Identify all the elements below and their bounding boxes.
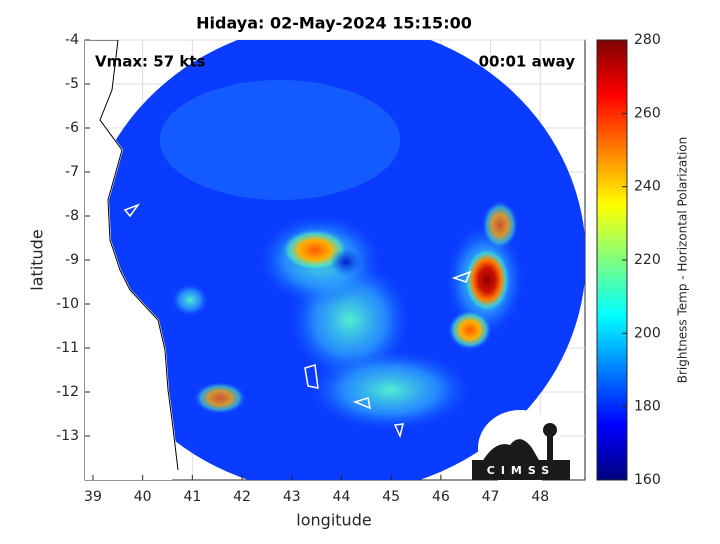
convection [194,382,246,414]
eye [330,248,362,276]
x-tick-label: 39 [84,489,102,505]
islands [123,203,472,439]
colorbar-tick-label: 280 [634,32,661,48]
y-tick-label: -5 [65,76,79,92]
satellite-swath [85,40,585,480]
colorbar-label: Brightness Temp - Horizontal Polarizatio… [676,137,690,384]
cloud-band [310,350,470,430]
y-axis-label: latitude [28,229,47,290]
logo-text: CIMSS [487,464,555,477]
cimss-logo: CIMSS [472,410,570,486]
colorbar-tick-label: 200 [634,325,661,341]
annotation: Vmax: 57 kts [95,53,205,71]
y-tick-label: -13 [56,428,79,444]
y-tick-label: -7 [65,164,79,180]
x-tick-label: 42 [233,489,251,505]
x-tick-label: 41 [183,489,201,505]
border [85,337,161,356]
coastline-outline [85,40,179,471]
colorbar-tick-label: 260 [634,105,661,121]
y-tick-label: -8 [65,208,79,224]
y-tick-label: -6 [65,120,79,136]
colorbar-tick-label: 240 [634,179,661,195]
chart-title: Hidaya: 02-May-2024 15:15:00 [196,14,472,33]
x-tick-label: 43 [283,489,301,505]
y-tick-label: -10 [56,296,79,312]
land [85,40,178,480]
convection [482,201,518,249]
convection [448,310,492,350]
cloud-band [160,80,400,200]
y-tick-label: -11 [56,340,79,356]
y-tick-label: -4 [65,32,79,48]
x-tick-label: 46 [432,489,450,505]
y-tick-label: -9 [65,252,79,268]
colorbar-tick-label: 160 [634,472,661,488]
x-tick-label: 44 [333,489,351,505]
cloud-band [172,284,208,316]
convection [463,246,511,314]
x-tick-label: 45 [382,489,400,505]
y-tick-label: -12 [56,384,79,400]
colorbar-tick-label: 180 [634,399,661,415]
x-axis-label: longitude [296,511,371,530]
annotation: 00:01 away [479,53,576,71]
colorbar-tick-label: 220 [634,252,661,268]
x-tick-label: 48 [531,489,549,505]
x-tick-label: 40 [134,489,152,505]
x-tick-label: 47 [482,489,500,505]
